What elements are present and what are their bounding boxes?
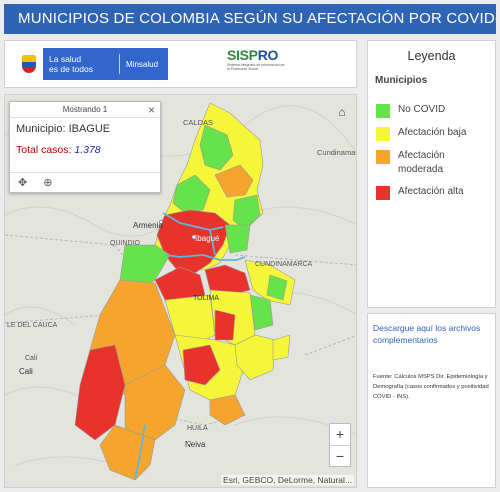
legend-swatch [376,186,390,200]
legend-panel: Leyenda Municipios No COVID Afectación b… [367,40,496,308]
zoom-out-button[interactable]: − [330,445,350,466]
legend-swatch [376,150,390,164]
legend-item-baja: Afectación baja [376,126,486,141]
popup-header: Mostrando 1 × [10,102,160,118]
label-ibague: Ibagué [195,234,220,243]
logo-divider [119,54,120,74]
info-panel: Descargue aquí los archivos complementar… [367,313,496,488]
legend-swatch [376,127,390,141]
zoom-in-button[interactable]: + [335,426,345,442]
slogan: La salud es de todos [49,54,93,74]
source-note: Fuente: Cálculos MSPS Dir. Epidemiología… [373,374,489,400]
minsalud-logo[interactable]: La salud es de todos Minsalud [15,48,168,80]
legend-subtitle: Municipios [375,75,428,86]
legend-item-moderada: Afectación moderada [376,149,486,177]
close-icon[interactable]: × [147,103,155,117]
label-huila: HUILA [187,425,208,432]
label-armenia: Armenia [133,221,163,230]
pan-icon[interactable]: ✥ [18,177,28,189]
legend-item-alta: Afectación alta [376,185,486,200]
sispro-logo[interactable]: SISPRO Sistema Integrado de Información … [227,47,297,81]
label-valle-del-cauca: LE DEL CAUCA [7,322,58,329]
info-popup: Mostrando 1 × Municipio: IBAGUE Total ca… [9,101,161,193]
tolima-municipalities[interactable] [74,102,296,481]
map-view[interactable]: CALDAS Cundinamarca Armenia QUINDIO Ibag… [4,94,357,488]
sispro-subtitle: Sistema Integrado de Información de la P… [227,63,285,71]
popup-toolbar: ✥ ⊕ [10,172,160,192]
logo-banner: La salud es de todos Minsalud SISPRO Sis… [4,40,357,88]
zoom-control: + − [329,423,351,467]
legend-swatch [376,104,390,118]
zoom-to-icon[interactable]: ⊕ [43,177,53,189]
home-icon[interactable]: ⌂ [338,105,346,119]
label-tolima: TOLIMA [193,295,219,302]
neiva-marker[interactable] [187,441,191,445]
label-cundinamarca-north: Cundinamarca [317,148,357,157]
legend-title: Leyenda [407,49,456,63]
download-link[interactable]: Descargue aquí los archivos complementar… [373,323,481,345]
minsalud-brand: Minsalud [126,59,159,69]
page-title: MUNICIPIOS DE COLOMBIA SEGÚN SU AFECTACI… [4,4,496,34]
map-canvas[interactable]: CALDAS Cundinamarca Armenia QUINDIO Ibag… [5,95,357,488]
label-cali: Cali [19,367,33,376]
ibague-marker[interactable] [191,234,197,240]
label-neiva: Neiva [185,440,206,449]
label-caldas: CALDAS [183,118,213,127]
popup-municipio: Municipio: IBAGUE [16,123,111,135]
popup-cases: Total casos: 1.378 [16,144,101,156]
colombia-shield-icon [15,48,43,80]
legend-item-no-covid: No COVID [376,103,486,118]
label-quindio: QUINDIO [110,240,141,247]
armenia-marker[interactable] [159,220,163,224]
label-cali-small: Cali [25,355,38,362]
map-attribution: Esri, GEBCO, DeLorme, Natural... [221,475,354,485]
label-cundinamarca: CUNDINAMARCA [255,261,313,268]
